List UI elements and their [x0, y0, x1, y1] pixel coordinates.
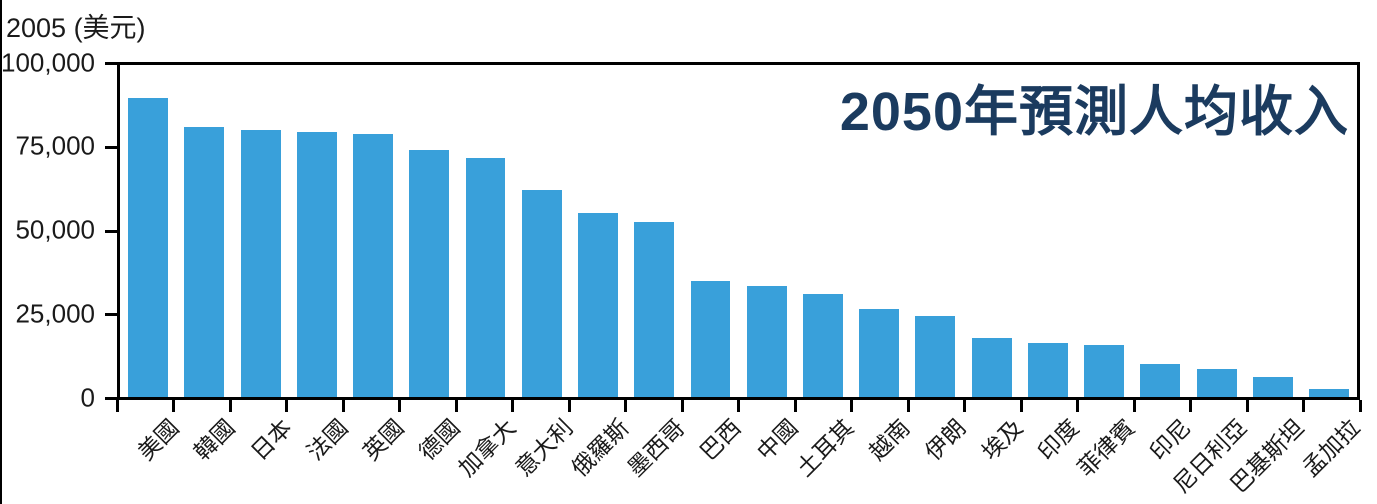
bar-slot [345, 65, 401, 397]
x-axis-tick [793, 400, 797, 412]
x-axis-tick [398, 400, 401, 412]
x-axis-tick [511, 400, 514, 412]
x-category-label: 墨西哥 [622, 414, 690, 482]
x-axis-tick [1076, 400, 1079, 412]
y-axis-tick [105, 62, 118, 65]
x-category-label: 日本 [245, 414, 297, 466]
x-axis-tick [1132, 400, 1136, 412]
x-axis-tick [228, 400, 232, 412]
plot-area: 2050年預測人均收入 [117, 62, 1360, 400]
x-category-label: 英國 [357, 414, 409, 466]
x-category-label: 伊朗 [920, 414, 971, 466]
bar [128, 98, 169, 397]
x-category-label: 越南 [863, 414, 915, 466]
bar-slot [1301, 65, 1357, 397]
x-category-label: 韓國 [189, 414, 240, 466]
x-category-label: 土耳其 [791, 414, 859, 482]
bar [353, 133, 394, 397]
x-axis-tick [680, 400, 684, 412]
bar-slot [120, 65, 176, 397]
chart-title: 2050年預測人均收入 [839, 82, 1349, 142]
bar-slot [401, 65, 457, 397]
y-tick-label: 100,000 [1, 46, 95, 77]
y-tick-label: 50,000 [15, 214, 95, 245]
bar [296, 131, 337, 397]
bar [634, 222, 675, 397]
bar-slot [1245, 65, 1301, 397]
bar [1309, 388, 1349, 397]
x-category-label: 巴西 [695, 414, 747, 466]
x-axis-tick [1189, 400, 1192, 412]
x-axis-tick [1358, 400, 1362, 412]
x-axis-tick [850, 400, 853, 412]
bar-slot [514, 65, 570, 397]
bar [915, 315, 956, 397]
bar-slot [1020, 65, 1076, 397]
bar-slot [289, 65, 345, 397]
bar [1027, 342, 1068, 397]
bar-slot [682, 65, 738, 397]
x-category-label: 美國 [132, 414, 184, 466]
x-category-label: 孟加拉 [1297, 414, 1365, 482]
x-axis-tick [341, 400, 345, 412]
x-axis-tick [285, 400, 288, 412]
x-axis-tick [1302, 400, 1305, 412]
bar-slot [795, 65, 851, 397]
x-axis-tick [963, 400, 966, 412]
x-category-label: 意大利 [510, 414, 578, 482]
bar [465, 157, 506, 397]
bar [746, 286, 787, 397]
bar [802, 294, 843, 397]
x-axis-tick [115, 400, 119, 412]
y-axis-tick [105, 229, 118, 233]
bar [1084, 344, 1125, 397]
bar-slot [457, 65, 513, 397]
bar [409, 149, 450, 397]
x-category-label: 菲律賓 [1072, 414, 1140, 482]
bar [1252, 377, 1293, 397]
x-axis-tick [737, 400, 740, 412]
bar [578, 213, 618, 397]
bar-slot [1076, 65, 1132, 397]
bar [971, 337, 1012, 397]
x-axis-tick [1019, 400, 1023, 412]
y-axis-tick [105, 145, 118, 149]
bar-slot [1188, 65, 1244, 397]
bar [1196, 369, 1237, 397]
y-axis-tick [105, 397, 118, 400]
x-category-label: 俄羅斯 [566, 414, 634, 482]
x-axis-tick [906, 400, 910, 412]
x-axis-tick [567, 400, 571, 412]
x-axis-tick [454, 400, 458, 412]
axis-unit-label: 2005 (美元) [6, 13, 146, 43]
x-axis-tick [172, 400, 175, 412]
bar-slot [964, 65, 1020, 397]
bar-slot [176, 65, 232, 397]
bar [184, 126, 225, 397]
bar [521, 189, 562, 397]
x-category-label: 埃及 [976, 414, 1028, 466]
bar-slot [907, 65, 963, 397]
bar-slot [739, 65, 795, 397]
bar [240, 130, 281, 397]
bars-container [120, 65, 1357, 397]
bar-slot [232, 65, 288, 397]
y-axis-tick [105, 313, 118, 317]
y-tick-label: 75,000 [15, 130, 95, 161]
bar-slot [570, 65, 626, 397]
bar-slot [851, 65, 907, 397]
x-axis-tick [1245, 400, 1249, 412]
y-tick-label: 0 [80, 381, 95, 412]
bar [1140, 363, 1181, 397]
bar [690, 280, 731, 397]
x-axis-tick [624, 400, 627, 412]
bar-slot [1132, 65, 1188, 397]
left-edge-line [0, 0, 2, 504]
bar [859, 309, 900, 397]
x-category-label: 加拿大 [453, 414, 522, 482]
bar-slot [626, 65, 682, 397]
x-category-label: 法國 [301, 414, 353, 466]
y-tick-label: 25,000 [15, 298, 95, 329]
